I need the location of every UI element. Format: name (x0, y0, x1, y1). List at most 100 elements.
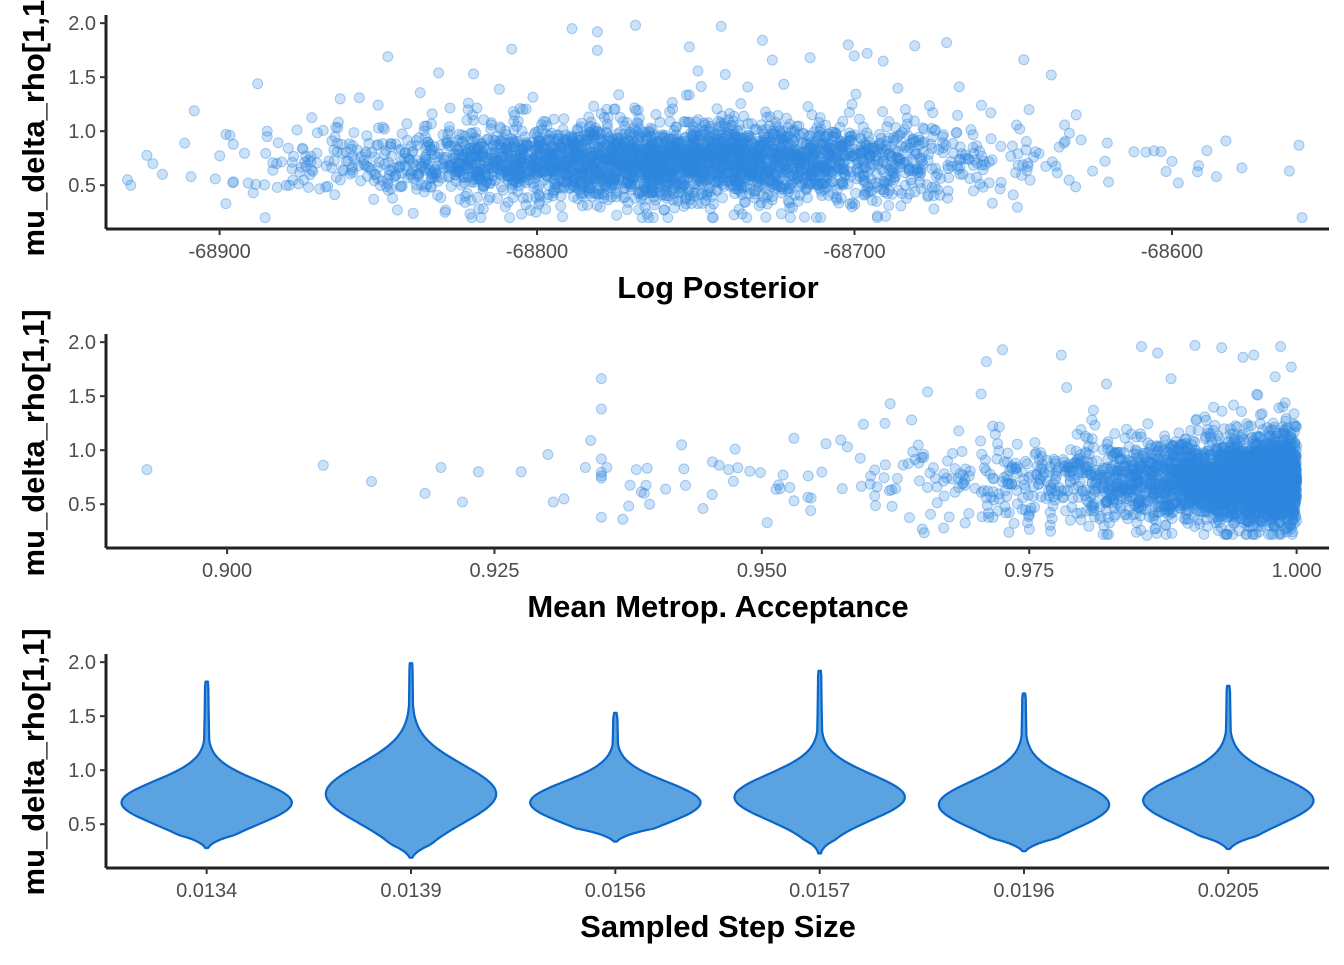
scatter-point (706, 132, 716, 142)
scatter-point (507, 44, 517, 54)
scatter-point (756, 163, 766, 173)
scatter-point (289, 151, 299, 161)
scatter-point (585, 128, 595, 138)
scatter-point (689, 122, 699, 132)
scatter-point (488, 142, 498, 152)
scatter-point (968, 143, 978, 153)
scatter-point (1012, 499, 1022, 509)
scatter-point (785, 483, 795, 493)
scatter-point (837, 484, 847, 494)
scatter-point (777, 182, 787, 192)
scatter-point (348, 141, 358, 151)
y-tick-label: 1.5 (68, 67, 96, 89)
scatter-point (1076, 135, 1086, 145)
scatter-point (272, 182, 282, 192)
scatter-point (502, 166, 512, 176)
scatter-point (1104, 177, 1114, 187)
scatter-point (805, 53, 815, 63)
scatter-point (645, 131, 655, 141)
scatter-point (397, 129, 407, 139)
scatter-point (631, 20, 641, 30)
scatter-point (1071, 110, 1081, 120)
scatter-point (383, 179, 393, 189)
scatter-point (1030, 438, 1040, 448)
scatter-point (851, 89, 861, 99)
scatter-point (742, 213, 752, 223)
scatter-point (986, 134, 996, 144)
scatter-point (882, 122, 892, 132)
scatter-point (863, 167, 873, 177)
scatter-point (603, 136, 613, 146)
scatter-point (886, 151, 896, 161)
scatter-point (595, 202, 605, 212)
scatter-point (789, 174, 799, 184)
scatter-point (788, 151, 798, 161)
scatter-point (1018, 160, 1028, 170)
scatter-point (362, 131, 372, 141)
scatter-point (1294, 140, 1304, 150)
scatter-point (126, 180, 136, 190)
scatter-point (784, 138, 794, 148)
scatter-point (1064, 175, 1074, 185)
scatter-point (918, 123, 928, 133)
scatter-point (1242, 419, 1252, 429)
scatter-point (804, 179, 814, 189)
scatter-point (521, 104, 531, 114)
scatter-point (953, 110, 963, 120)
scatter-point (1059, 138, 1069, 148)
scatter-point (724, 465, 734, 475)
scatter-point (240, 148, 250, 158)
scatter-point (292, 125, 302, 135)
scatter-point (507, 184, 517, 194)
scatter-point (684, 42, 694, 52)
scatter-point (954, 426, 964, 436)
scatter-point (642, 463, 652, 473)
scatter-point (634, 205, 644, 215)
scatter-point (400, 148, 410, 158)
scatter-point (567, 24, 577, 34)
scatter-point (330, 190, 340, 200)
scatter-point (978, 182, 988, 192)
scatter-point (589, 101, 599, 111)
scatter-point (228, 139, 238, 149)
scatter-point (596, 512, 606, 522)
scatter-point (972, 172, 982, 182)
scatter-point (433, 190, 443, 200)
scatter-point (411, 180, 421, 190)
scatter-point (850, 199, 860, 209)
scatter-point (1289, 409, 1299, 419)
scatter-point (253, 79, 263, 89)
scatter-point (500, 202, 510, 212)
x-tick-label: -68800 (506, 241, 568, 263)
scatter-point (485, 192, 495, 202)
scatter-point (938, 143, 948, 153)
scatter-point (1021, 137, 1031, 147)
scatter-point (909, 116, 919, 126)
scatter-point (587, 179, 597, 189)
scatter-point (836, 193, 846, 203)
scatter-point (1237, 163, 1247, 173)
scatter-point (521, 200, 531, 210)
scatter-point (942, 38, 952, 48)
scatter-point (977, 151, 987, 161)
scatter-point (779, 79, 789, 89)
scatter-point (913, 132, 923, 142)
scatter-point (189, 106, 199, 116)
scatter-point (698, 166, 708, 176)
scatter-point (474, 204, 484, 214)
scatter-point (693, 66, 703, 76)
scatter-point (229, 177, 239, 187)
scatter-point (856, 149, 866, 159)
scatter-point (186, 172, 196, 182)
scatter-point (811, 148, 821, 158)
scatter-point (733, 463, 743, 473)
scatter-point (862, 48, 872, 58)
y-axis-title: mu_delta_rho[1,1] (16, 309, 51, 576)
scatter-points (142, 340, 1302, 540)
scatter-point (623, 135, 633, 145)
scatter-point (1008, 190, 1018, 200)
scatter-point (392, 205, 402, 215)
scatter-point (369, 194, 379, 204)
scatter-point (928, 132, 938, 142)
scatter-point (1017, 170, 1027, 180)
